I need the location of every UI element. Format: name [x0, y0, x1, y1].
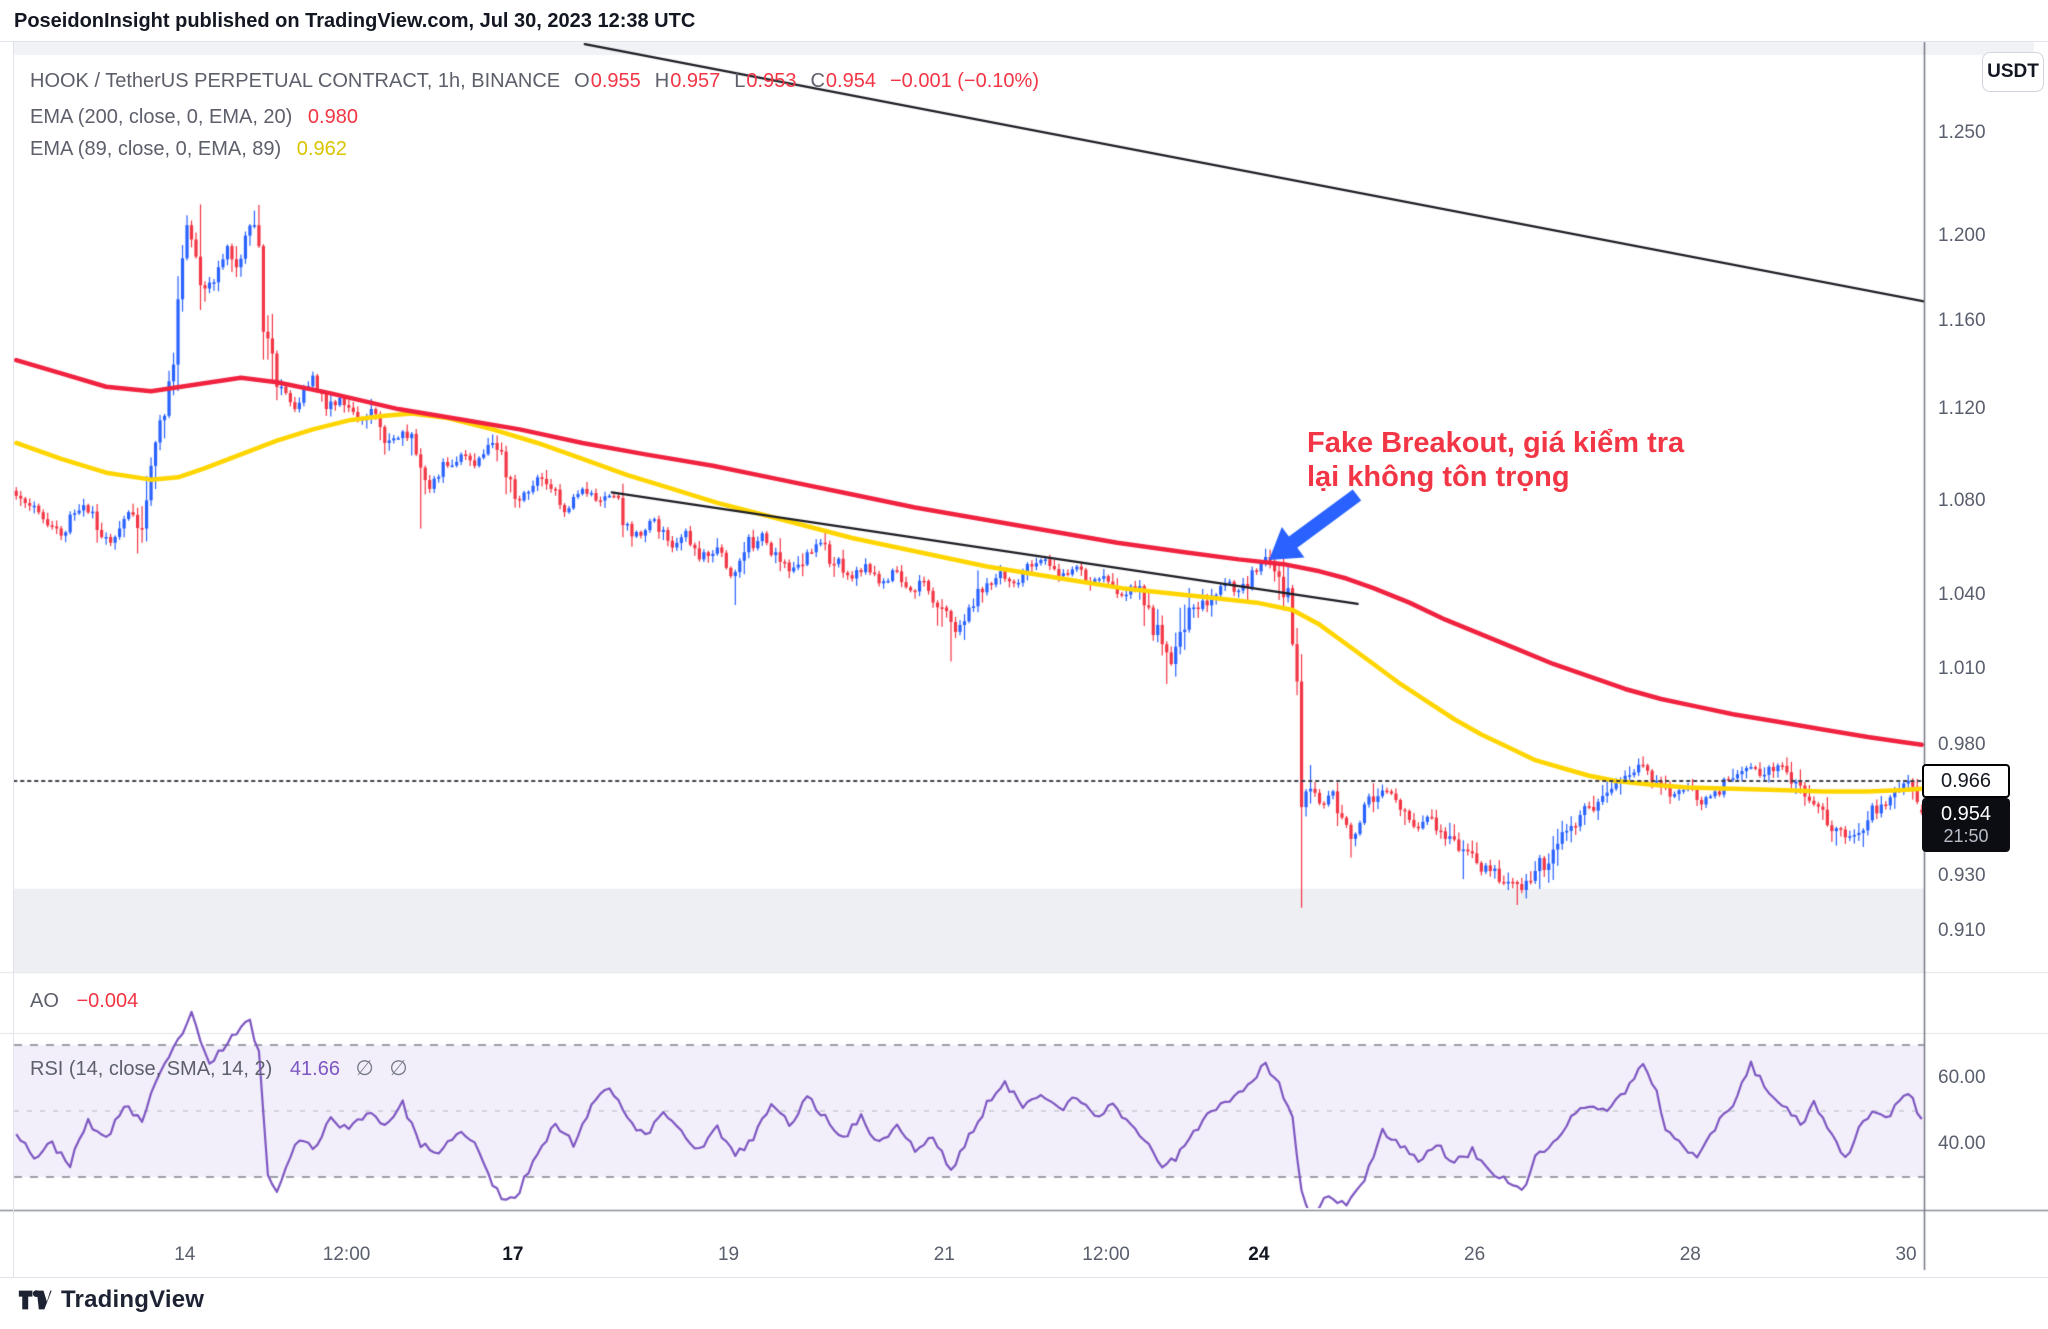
time-tick-label: 21: [933, 1244, 955, 1265]
price-tick-label: 0.910: [1938, 920, 1986, 942]
current-price-value: 0.954: [1940, 803, 1992, 826]
ohlc-letter: L: [734, 70, 746, 92]
ema200-legend[interactable]: EMA (200, close, 0, EMA, 20) 0.980: [30, 106, 358, 129]
ohlc-values: O0.955 H0.957 L0.953 C0.954 −0.001 (−0.10%): [560, 70, 1039, 92]
change-value: −0.001 (−0.10%): [889, 70, 1039, 92]
price-tick-label: 1.040: [1938, 584, 1986, 606]
widget-top-border: [0, 41, 2048, 42]
time-tick-label: 17: [502, 1244, 524, 1265]
price-tick-label: 1.080: [1938, 489, 1986, 511]
price-tick-label: 1.160: [1938, 309, 1986, 331]
time-tick-label: 28: [1679, 1244, 1701, 1265]
bar-countdown: 21:50: [1943, 826, 1989, 847]
ema89-label: EMA (89, close, 0, EMA, 89): [30, 138, 282, 160]
rsi-value: 41.66: [289, 1058, 340, 1080]
ema89-legend[interactable]: EMA (89, close, 0, EMA, 89) 0.962: [30, 138, 347, 161]
price-tick-label: 0.980: [1938, 733, 1986, 755]
widget-bottom-border: [0, 1277, 2048, 1278]
ao-label: AO: [30, 990, 59, 1012]
ema200-label: EMA (200, close, 0, EMA, 20): [30, 106, 293, 128]
time-tick-label: 30: [1895, 1244, 1917, 1265]
widget-left-border: [13, 41, 14, 1277]
price-line-label: 0.966: [1922, 764, 2010, 798]
time-tick-label: 12:00: [322, 1244, 371, 1265]
price-tick-label: 1.250: [1938, 122, 1986, 143]
ao-value: −0.004: [76, 990, 139, 1012]
rsi-legend[interactable]: RSI (14, close, SMA, 14, 2) 41.66 ∅ ∅: [30, 1056, 408, 1081]
rsi-tick-label: 60.00: [1938, 1067, 1986, 1088]
fake-breakout-annotation[interactable]: Fake Breakout, giá kiểm tra lại không tô…: [1307, 426, 1684, 494]
ohlc-letter: O: [574, 70, 590, 92]
ema200-value: 0.980: [307, 106, 358, 128]
ohlc-letter: C: [810, 70, 825, 92]
symbol-title: HOOK / TetherUS PERPETUAL CONTRACT, 1h, …: [30, 70, 561, 92]
tradingview-logo-icon: [18, 1287, 52, 1313]
annotation-line2: lại không tôn trọng: [1307, 461, 1570, 494]
annotation-line1: Fake Breakout, giá kiểm tra: [1307, 427, 1685, 459]
ohlc-value: 0.954: [825, 70, 876, 92]
price-tick-label: 1.120: [1938, 398, 1986, 420]
symbol-legend[interactable]: HOOK / TetherUS PERPETUAL CONTRACT, 1h, …: [30, 70, 1039, 93]
price-tick-label: 1.200: [1938, 224, 1986, 246]
ohlc-value: 0.955: [590, 70, 641, 92]
rsi-label: RSI (14, close, SMA, 14, 2): [30, 1058, 273, 1080]
ao-legend[interactable]: AO −0.004: [30, 990, 138, 1013]
brand-name: TradingView: [61, 1286, 205, 1313]
time-tick-label: 12:00: [1082, 1244, 1130, 1265]
time-tick-label: 24: [1248, 1244, 1270, 1265]
time-tick-label: 14: [174, 1244, 196, 1265]
time-tick-label: 26: [1464, 1244, 1486, 1265]
current-price-badge: 0.954 21:50: [1922, 798, 2010, 852]
rsi-hidden-ma-icon[interactable]: ∅: [355, 1057, 374, 1080]
footer-branding[interactable]: TradingView: [18, 1286, 204, 1314]
price-line-value: 0.966: [1940, 769, 1992, 792]
rsi-tick-label: 40.00: [1938, 1133, 1986, 1154]
price-tick-label: 0.930: [1938, 865, 1986, 887]
rsi-hidden-ma2-icon[interactable]: ∅: [389, 1057, 408, 1080]
ema89-value: 0.962: [296, 138, 347, 160]
ohlc-value: 0.953: [746, 70, 797, 92]
ohlc-letter: H: [654, 70, 670, 92]
time-tick-label: 19: [717, 1244, 740, 1265]
ohlc-value: 0.957: [670, 70, 721, 92]
attribution-text: PoseidonInsight published on TradingView…: [14, 10, 696, 32]
price-tick-label: 1.010: [1938, 657, 1986, 679]
currency-toggle-button[interactable]: USDT: [1982, 52, 2044, 92]
